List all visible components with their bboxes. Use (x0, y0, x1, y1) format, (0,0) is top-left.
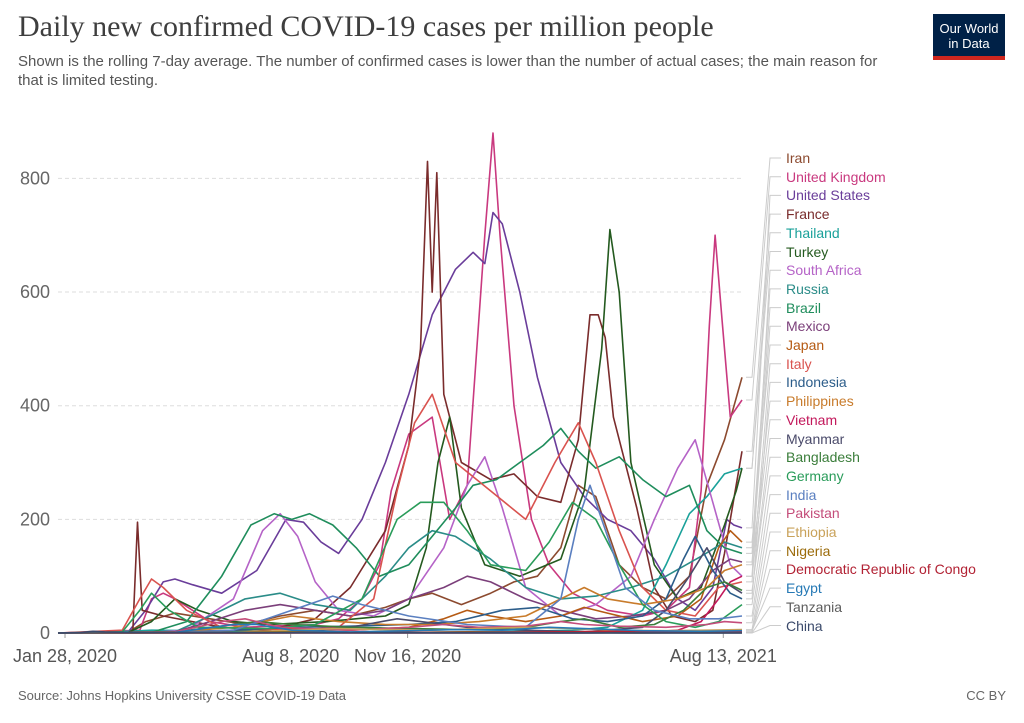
series-line-india[interactable] (57, 484, 743, 634)
owid-logo[interactable]: Our World in Data (933, 14, 1005, 60)
legend-connector (746, 400, 781, 566)
legend-item-germany[interactable]: Germany (786, 467, 844, 484)
legend-item-philippines[interactable]: Philippines (786, 393, 854, 410)
series-line-turkey[interactable] (57, 228, 743, 634)
series-line-france[interactable] (57, 160, 743, 634)
legend-connector (746, 475, 781, 606)
series-line-south-africa[interactable] (57, 439, 743, 634)
y-tick-label: 400 (20, 396, 50, 416)
legend-item-nigeria[interactable]: Nigeria (786, 542, 831, 559)
series-line-philippines[interactable] (57, 564, 743, 634)
chart-subtitle: Shown is the rolling 7-day average. The … (18, 53, 878, 89)
x-tick-label: Nov 16, 2020 (354, 646, 461, 666)
legend-connectors (746, 157, 781, 634)
legend-item-united-states[interactable]: United States (786, 187, 871, 204)
series-line-russia[interactable] (57, 529, 743, 634)
x-tick-label: Jan 28, 2020 (13, 646, 117, 666)
legend-item-iran[interactable]: Iran (786, 150, 811, 166)
legend-item-pakistan[interactable]: Pakistan (786, 505, 840, 522)
legend-connector (746, 344, 781, 543)
series-lines (57, 132, 743, 634)
legend-connector (746, 419, 781, 577)
legend-connector (746, 251, 781, 469)
x-tick-label: Aug 13, 2021 (670, 646, 777, 666)
x-tick-label: Aug 8, 2020 (242, 646, 339, 666)
chart-title: Daily new confirmed COVID-19 cases per m… (18, 10, 714, 43)
legend-item-japan[interactable]: Japan (786, 337, 825, 353)
legend-connector (746, 307, 781, 554)
legend-connector (746, 438, 781, 594)
legend-connector (746, 587, 781, 632)
legend-item-italy[interactable]: Italy (786, 355, 812, 372)
legend-item-thailand[interactable]: Thailand (786, 224, 840, 241)
legend-connector (746, 456, 781, 591)
legend-item-mexico[interactable]: Mexico (786, 318, 831, 335)
legend-connector (746, 157, 781, 378)
legend-connector (746, 606, 781, 634)
legend-connector (746, 512, 781, 624)
source-note[interactable]: Source: Johns Hopkins University CSSE CO… (18, 688, 347, 703)
series-line-united-states[interactable] (57, 211, 743, 634)
legend-item-democratic-republic-of-congo[interactable]: Democratic Republic of Congo (786, 561, 976, 578)
legend-connector (746, 213, 781, 452)
legend-item-france[interactable]: France (786, 206, 830, 223)
series-line-italy[interactable] (57, 393, 743, 634)
series-line-germany[interactable] (57, 501, 743, 634)
legend-connector (746, 288, 781, 549)
legend-item-united-kingdom[interactable]: United Kingdom (786, 168, 886, 185)
legend-connector (746, 381, 781, 600)
y-tick-label: 800 (20, 168, 50, 188)
logo-accent-bar (933, 56, 1005, 60)
legend-item-egypt[interactable]: Egypt (786, 580, 822, 597)
legend-item-brazil[interactable]: Brazil (786, 299, 822, 316)
logo-line-1: Our World (939, 21, 999, 36)
series-line-pakistan[interactable] (57, 618, 743, 634)
legend-item-china[interactable]: China (786, 617, 823, 634)
license-link[interactable]: CC BY (966, 688, 1006, 703)
legend-item-tanzania[interactable]: Tanzania (786, 598, 843, 615)
y-tick-label: 200 (20, 509, 50, 529)
legend-item-vietnam[interactable]: Vietnam (786, 411, 838, 428)
series-line-egypt[interactable] (57, 623, 743, 634)
legend-item-myanmar[interactable]: Myanmar (786, 430, 845, 447)
legend-connector (746, 363, 781, 583)
legend-connector (746, 232, 781, 469)
legend-connector (746, 494, 781, 617)
logo-line-2: in Data (948, 36, 990, 51)
legend-item-india[interactable]: India (786, 486, 817, 503)
series-line-brazil[interactable] (57, 427, 743, 634)
legend-item-south-africa[interactable]: South Africa (786, 262, 862, 279)
legend-connector (746, 176, 781, 401)
legend-item-russia[interactable]: Russia (786, 280, 829, 297)
legend-item-bangladesh[interactable]: Bangladesh (786, 449, 860, 466)
y-axis: 0 200 400 600 800 (20, 168, 50, 643)
legend-connector (746, 531, 781, 631)
legend-item-ethiopia[interactable]: Ethiopia (786, 524, 837, 540)
legend-connector (746, 625, 781, 634)
legend-item-turkey[interactable]: Turkey (786, 243, 829, 260)
legend-connector (746, 568, 781, 633)
series-line-mexico[interactable] (57, 558, 743, 634)
legend-item-indonesia[interactable]: Indonesia (786, 374, 847, 391)
gridlines (58, 177, 742, 634)
y-tick-label: 600 (20, 282, 50, 302)
series-line-china[interactable] (57, 630, 743, 634)
x-axis: Jan 28, 2020 Aug 8, 2020 Nov 16, 2020 Aug 1… (13, 633, 777, 666)
y-tick-label: 0 (40, 623, 50, 643)
